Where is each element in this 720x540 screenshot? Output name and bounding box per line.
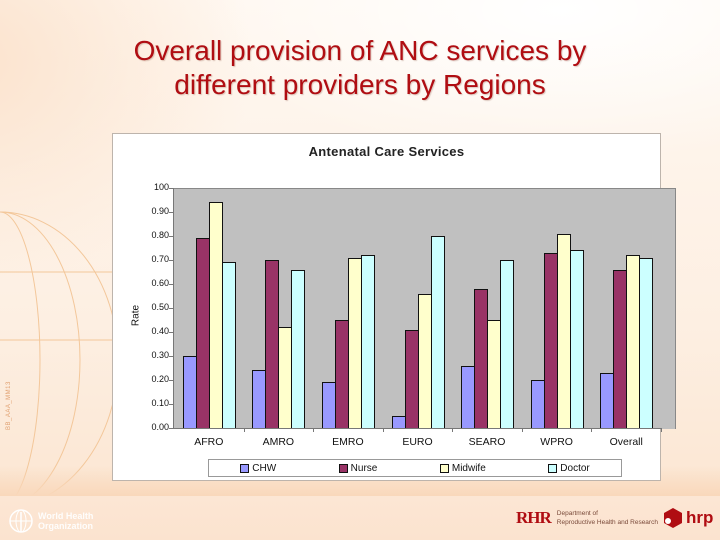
bar-nurse-euro: [404, 330, 419, 429]
legend-item-midwife: Midwife: [439, 462, 486, 474]
y-tick: [169, 380, 173, 381]
hrp-emblem-icon: [664, 508, 682, 528]
y-tick: [169, 356, 173, 357]
slide-code: BB_AAA_MM13: [6, 381, 12, 430]
y-tick-label: 0.60: [151, 278, 169, 288]
who-logo-line-1: World Health: [38, 511, 94, 521]
x-tick: [452, 428, 454, 432]
rhr-line-2: Reproductive Health and Research: [556, 519, 658, 526]
legend-swatch-icon: [338, 463, 348, 473]
y-tick: [169, 284, 173, 285]
x-tick: [591, 428, 593, 432]
y-tick: [169, 404, 173, 405]
y-tick: [169, 188, 173, 189]
y-tick: [169, 428, 173, 429]
bar-nurse-afro: [195, 238, 210, 429]
x-tick-label: WPRO: [540, 436, 573, 448]
bar-midwife-afro: [208, 202, 223, 429]
who-emblem-icon: [9, 509, 33, 533]
legend-item-doctor: Doctor: [548, 462, 590, 474]
y-tick-label: 0.50: [151, 302, 169, 312]
globe-graphic: [0, 211, 120, 509]
y-tick-label: 0.90: [151, 206, 169, 216]
x-tick: [521, 428, 523, 432]
rhr-mark: RHR: [516, 508, 552, 527]
y-tick: [169, 260, 173, 261]
bar-nurse-overall: [613, 270, 628, 429]
chart-title: Antenatal Care Services: [308, 144, 465, 159]
bar-midwife-amro: [278, 327, 293, 429]
x-tick: [382, 428, 384, 432]
rhr-logo: RHR Department of Reproductive Health an…: [516, 508, 658, 528]
hrp-text: hrp: [686, 508, 714, 527]
x-tick-label: AFRO: [194, 436, 224, 448]
who-logo-line-2: Organization: [38, 521, 94, 531]
x-tick: [661, 428, 662, 432]
bar-midwife-overall: [626, 255, 641, 429]
y-tick-label: 0.20: [151, 374, 169, 384]
y-tick-label: 0.80: [151, 230, 169, 240]
bar-doctor-wpro: [569, 250, 584, 429]
y-tick-label: 0.10: [151, 398, 169, 408]
who-logo: World Health Organization: [8, 508, 93, 534]
bar-nurse-wpro: [543, 253, 558, 429]
hrp-logo: hrp: [662, 507, 713, 529]
bar-doctor-emro: [360, 255, 375, 429]
y-tick-label: 0.30: [151, 350, 169, 360]
bar-midwife-emro: [347, 258, 362, 429]
slide-title-line-1: Overall provision of ANC services by: [133, 35, 587, 66]
bar-doctor-searo: [500, 260, 515, 429]
bar-chw-searo: [461, 366, 476, 429]
y-tick-label: 0.40: [151, 326, 169, 336]
bar-chw-emro: [321, 382, 336, 429]
bar-midwife-wpro: [556, 234, 571, 429]
x-tick-label: EMRO: [332, 436, 364, 448]
x-tick-label: SEARO: [468, 436, 506, 448]
y-tick-label: 0.00: [151, 422, 169, 432]
bar-midwife-searo: [487, 320, 502, 429]
y-tick: [169, 332, 173, 333]
bar-doctor-euro: [430, 236, 445, 429]
bar-doctor-overall: [639, 258, 654, 429]
bar-chw-overall: [600, 373, 615, 429]
chart-legend: CHW Nurse Midwife Doctor: [208, 459, 622, 477]
bar-chw-amro: [252, 370, 267, 429]
bar-nurse-amro: [265, 260, 280, 429]
x-tick: [243, 428, 245, 432]
bar-midwife-euro: [417, 294, 432, 429]
legend-swatch-icon: [240, 463, 250, 473]
bar-doctor-afro: [221, 262, 236, 429]
legend-swatch-icon: [439, 463, 449, 473]
legend-label: Doctor: [560, 462, 590, 474]
slide-title-line-2: different providers by Regions: [174, 69, 546, 100]
bar-chw-afro: [182, 356, 197, 429]
legend-item-chw: CHW: [240, 463, 276, 474]
footer-band: [0, 496, 720, 540]
chart-container: Antenatal Care Services Rate 0.00 0.10 0.2…: [112, 133, 676, 481]
legend-item-nurse: Nurse: [338, 462, 378, 474]
y-tick-label: 100: [153, 182, 169, 192]
legend-label: Nurse: [350, 462, 378, 474]
y-tick-label: 0.70: [151, 254, 169, 264]
bar-doctor-amro: [291, 270, 306, 429]
y-axis: [173, 188, 174, 429]
bar-chw-wpro: [530, 380, 545, 429]
x-tick: [313, 428, 315, 432]
y-tick: [169, 236, 173, 237]
y-tick: [169, 212, 173, 213]
y-tick: [169, 308, 173, 309]
legend-label: Midwife: [451, 462, 486, 474]
x-axis: [173, 428, 661, 429]
slide-title: Overall provision of ANC services by dif…: [60, 34, 660, 102]
legend-label: CHW: [252, 462, 277, 474]
x-tick-label: AMRO: [262, 436, 295, 448]
x-tick-label: EURO: [402, 436, 433, 448]
rhr-line-1: Department of: [556, 510, 598, 517]
bar-nurse-searo: [474, 289, 489, 429]
x-tick-label: Overall: [609, 436, 643, 448]
bar-nurse-emro: [334, 320, 349, 429]
legend-swatch-icon: [548, 463, 558, 473]
